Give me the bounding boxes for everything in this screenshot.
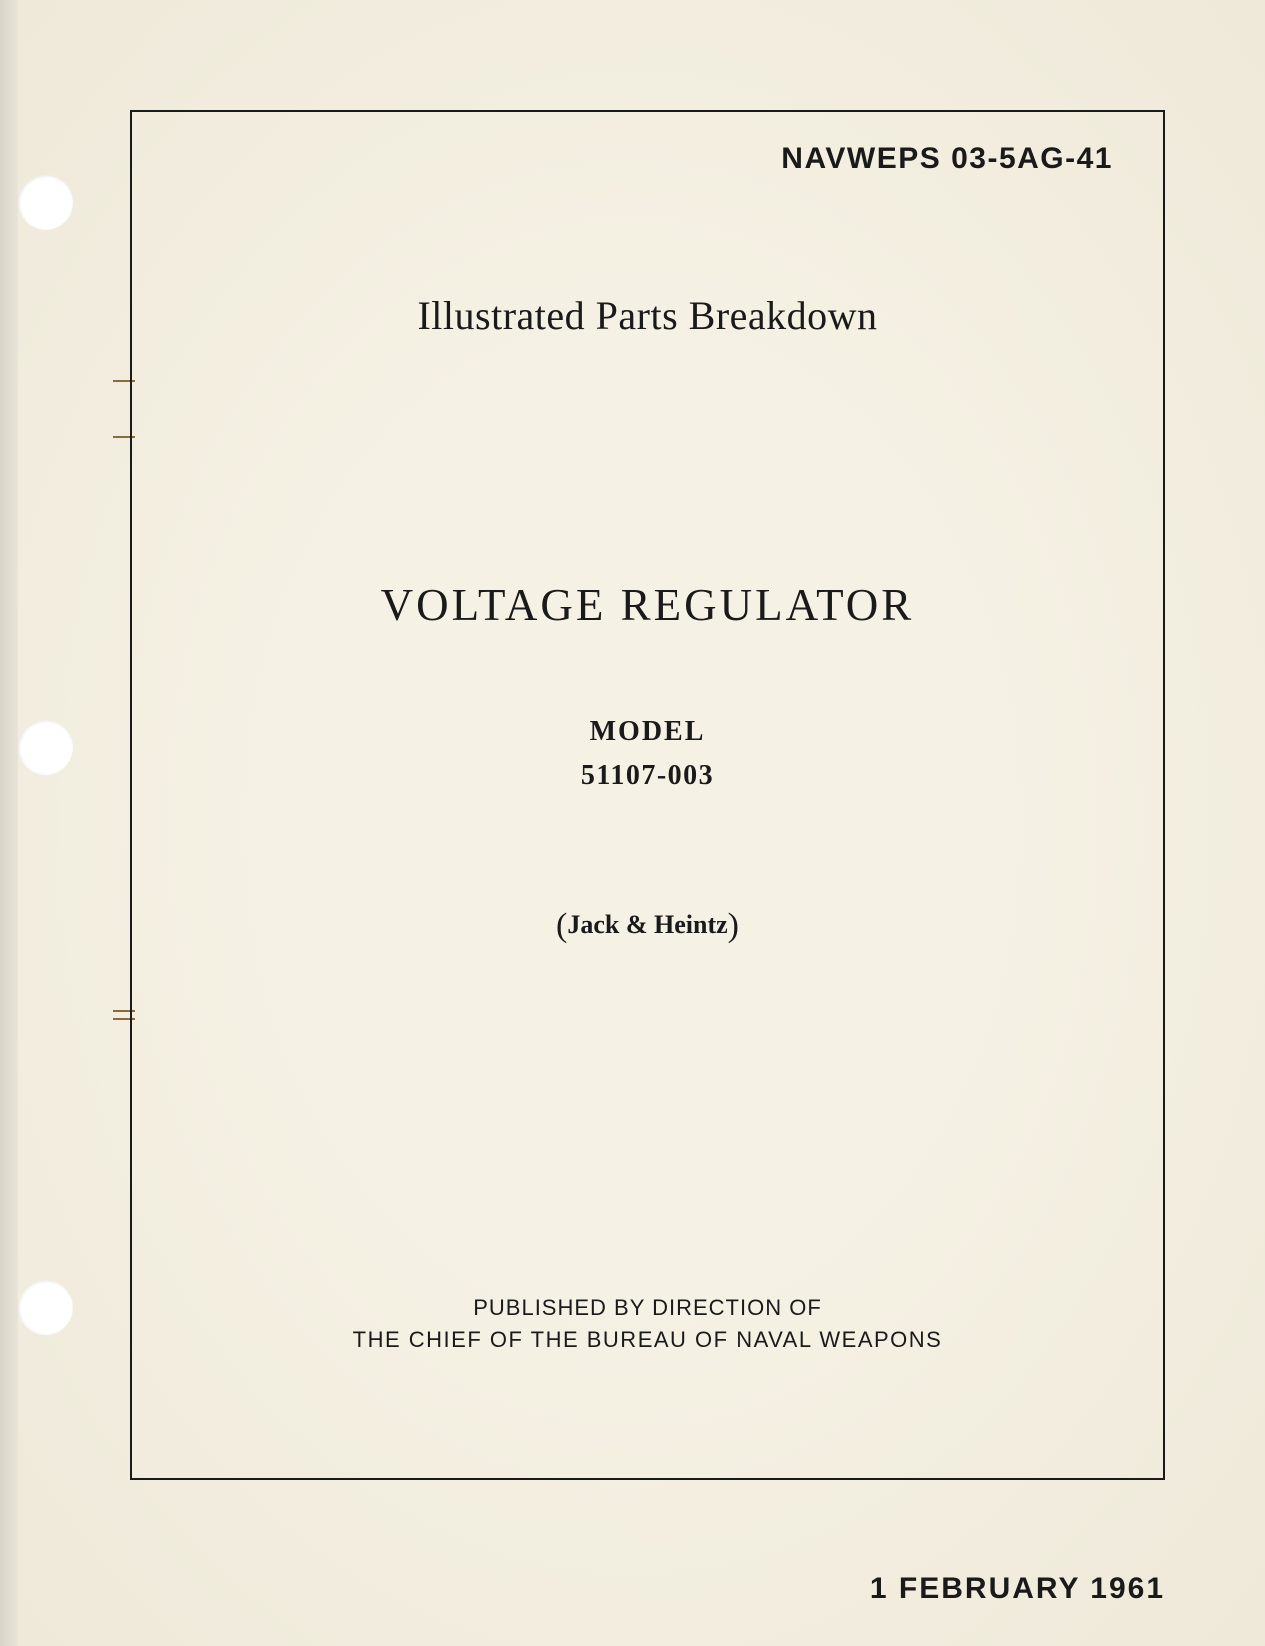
- document-subtitle: Illustrated Parts Breakdown: [187, 292, 1108, 339]
- document-number: NAVWEPS 03-5AG-41: [781, 142, 1113, 176]
- close-paren: ): [728, 907, 739, 944]
- model-number: 51107-003: [187, 760, 1108, 792]
- publisher-line-2: THE CHIEF OF THE BUREAU OF NAVAL WEAPONS: [187, 1327, 1108, 1353]
- document-page: NAVWEPS 03-5AG-41 Illustrated Parts Brea…: [0, 0, 1265, 1646]
- publication-date: 1 FEBRUARY 1961: [870, 1572, 1165, 1606]
- manufacturer-name: (Jack & Heintz): [187, 907, 1108, 945]
- content-frame: NAVWEPS 03-5AG-41 Illustrated Parts Brea…: [130, 110, 1165, 1480]
- page-left-edge: [0, 0, 18, 1646]
- document-title: VOLTAGE REGULATOR: [187, 579, 1108, 631]
- hole-punch: [18, 1280, 73, 1335]
- hole-punch: [18, 720, 73, 775]
- hole-punch: [18, 175, 73, 230]
- manufacturer-text: Jack & Heintz: [567, 910, 727, 939]
- publisher-line-1: PUBLISHED BY DIRECTION OF: [187, 1295, 1108, 1321]
- open-paren: (: [556, 907, 567, 944]
- model-label: MODEL: [187, 716, 1108, 748]
